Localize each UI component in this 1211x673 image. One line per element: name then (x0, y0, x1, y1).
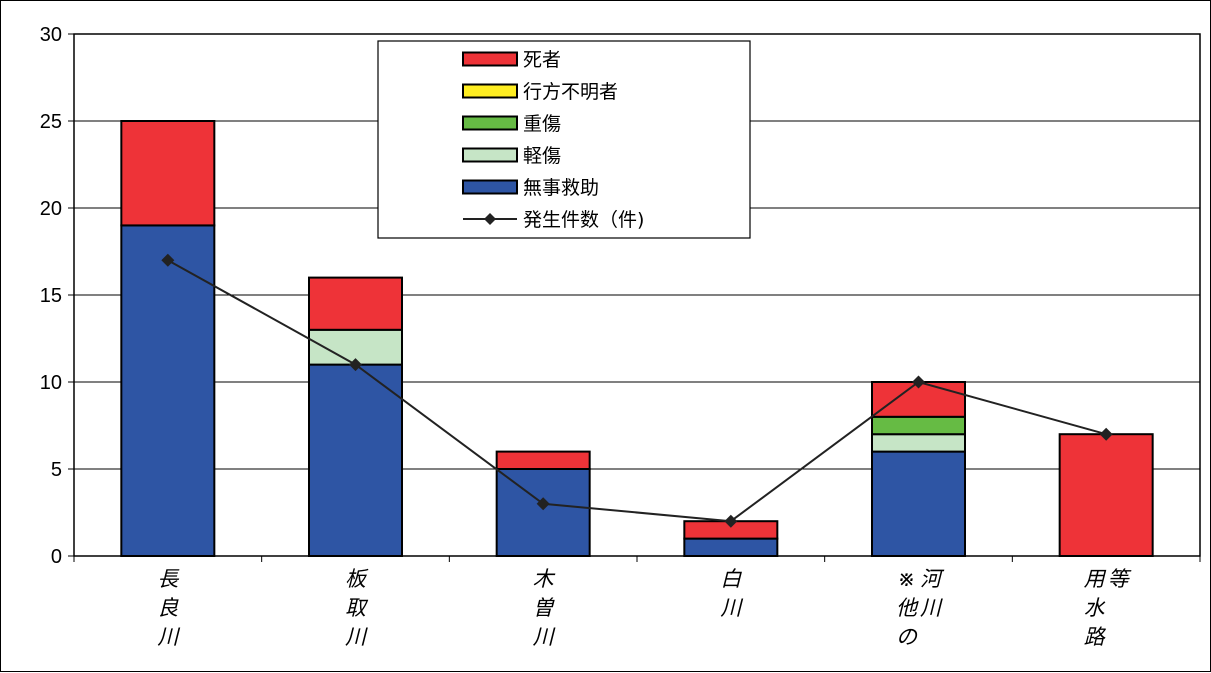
legend-swatch (462, 115, 518, 131)
line-point (724, 514, 738, 528)
legend-swatch (462, 179, 518, 195)
y-tick-label: 20 (40, 198, 62, 220)
line-point (536, 497, 550, 511)
bar-segment (871, 450, 966, 558)
legend-label: 死者 (523, 49, 561, 71)
line-point (1099, 427, 1113, 441)
bar-segment (1058, 433, 1154, 558)
legend-label: 無事救助 (523, 177, 599, 199)
line-point (349, 358, 362, 372)
category-label: 用水路 (1084, 567, 1107, 649)
legend-swatch (462, 147, 518, 163)
bar-segment (308, 276, 403, 331)
y-tick-label: 10 (40, 372, 62, 394)
legend-label: 発生件数（件) (523, 209, 644, 231)
bar-segment (120, 224, 216, 557)
category-label: 板取川 (345, 567, 369, 649)
bar-segment (308, 363, 403, 557)
bar-segment (871, 433, 966, 453)
y-tick-label: 15 (40, 285, 62, 307)
category-label: 河川 (920, 567, 945, 620)
bar-segment (120, 120, 216, 227)
legend-label: 行方不明者 (523, 81, 618, 103)
legend-marker (484, 213, 496, 225)
y-tick-label: 30 (40, 24, 62, 46)
bar-segment (871, 415, 966, 436)
line-point (912, 375, 925, 389)
category-label: 等 (1108, 567, 1132, 591)
bar-segment (683, 537, 779, 557)
y-tick-label: 5 (51, 459, 62, 481)
bar-segment (495, 450, 591, 471)
legend-label: 軽傷 (523, 145, 561, 167)
legend-swatch (462, 51, 518, 67)
category-label: 木曽川 (533, 567, 556, 649)
bar-segment (871, 381, 966, 418)
category-label: ※他の (896, 567, 919, 649)
category-label: 白川 (720, 567, 743, 620)
bar-segment (495, 468, 591, 557)
y-tick-label: 25 (40, 111, 62, 133)
y-tick-label: 0 (51, 546, 62, 568)
line-point (161, 253, 175, 267)
category-label: 長良川 (157, 567, 180, 649)
legend-swatch (462, 83, 518, 99)
legend-box (377, 40, 751, 239)
series-line (167, 259, 1107, 523)
legend-label: 重傷 (523, 113, 561, 135)
